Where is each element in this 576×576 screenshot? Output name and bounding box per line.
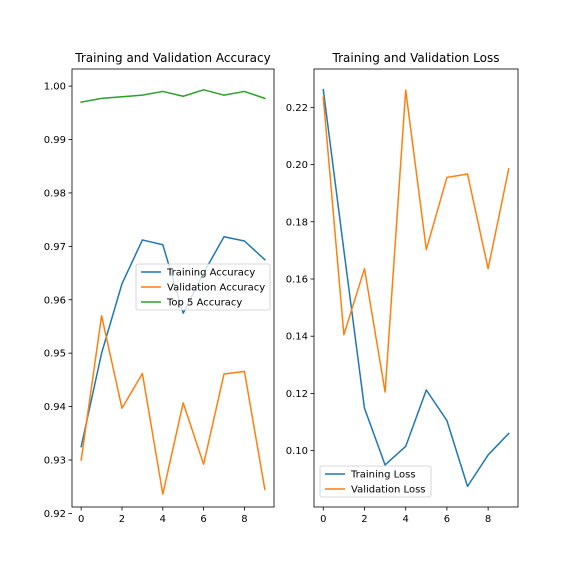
y-tick-label: 0.14: [286, 332, 308, 343]
y-tick-label: 0.94: [44, 402, 66, 413]
y-tick-label: 0.12: [286, 389, 308, 400]
legend-box: [135, 263, 271, 311]
y-tick-label: 0.16: [286, 274, 308, 285]
x-tick-label: 2: [119, 514, 125, 525]
series-line: [80, 89, 266, 103]
x-tick-label: 8: [241, 514, 247, 525]
legend-box: [319, 465, 432, 498]
y-tick-label: 0.99: [44, 135, 66, 146]
x-tick-label: 4: [160, 514, 166, 525]
y-tick-label: 0.10: [286, 446, 308, 457]
axes-frame: [313, 68, 519, 508]
x-tick-label: 2: [361, 514, 367, 525]
y-tick-label: 0.97: [44, 242, 66, 253]
accuracy-chart: 0 2 4 6 8 0.92 0.93 0.94 0.95 0.96 0.97 0.98 0.99 1.0…: [44, 68, 275, 525]
series-line: [80, 315, 266, 495]
x-tick-label: 8: [485, 514, 491, 525]
y-tick-label: 0.22: [286, 103, 308, 114]
x-tick-label: 0: [320, 514, 326, 525]
y-tick-label: 0.98: [44, 188, 66, 199]
x-tick-label: 4: [403, 514, 409, 525]
legend: Training Accuracy Validation Accuracy Top …: [135, 263, 271, 311]
x-tick-label: 0: [78, 514, 84, 525]
axes-frame: [71, 68, 275, 508]
legend-label: Training Accuracy: [166, 268, 255, 279]
loss-chart: 0 2 4 6 8 0.10 0.12 0.14 0.16 0.18 0.20 0.22 Trainin…: [286, 68, 519, 525]
y-tick-label: 0.95: [44, 349, 66, 360]
x-tick-label: 6: [200, 514, 206, 525]
loss-chart-title: Training and Validation Loss: [332, 51, 500, 65]
x-tick-label: 6: [444, 514, 450, 525]
series-line: [322, 88, 510, 488]
y-tick-label: 1.00: [44, 82, 66, 93]
legend: Training Loss Validation Loss: [319, 465, 432, 498]
legend-label: Validation Accuracy: [167, 283, 265, 294]
y-tick-label: 0.18: [286, 217, 308, 228]
y-tick-label: 0.93: [44, 455, 66, 466]
series-line: [322, 89, 510, 393]
legend-label: Validation Loss: [351, 485, 426, 496]
accuracy-chart-title: Training and Validation Accuracy: [74, 51, 270, 65]
y-tick-label: 0.20: [286, 160, 308, 171]
y-tick-label: 0.96: [44, 295, 66, 306]
y-tick-label: 0.92: [44, 509, 66, 520]
legend-label: Top 5 Accuracy: [166, 298, 242, 309]
legend-label: Training Loss: [350, 470, 416, 481]
